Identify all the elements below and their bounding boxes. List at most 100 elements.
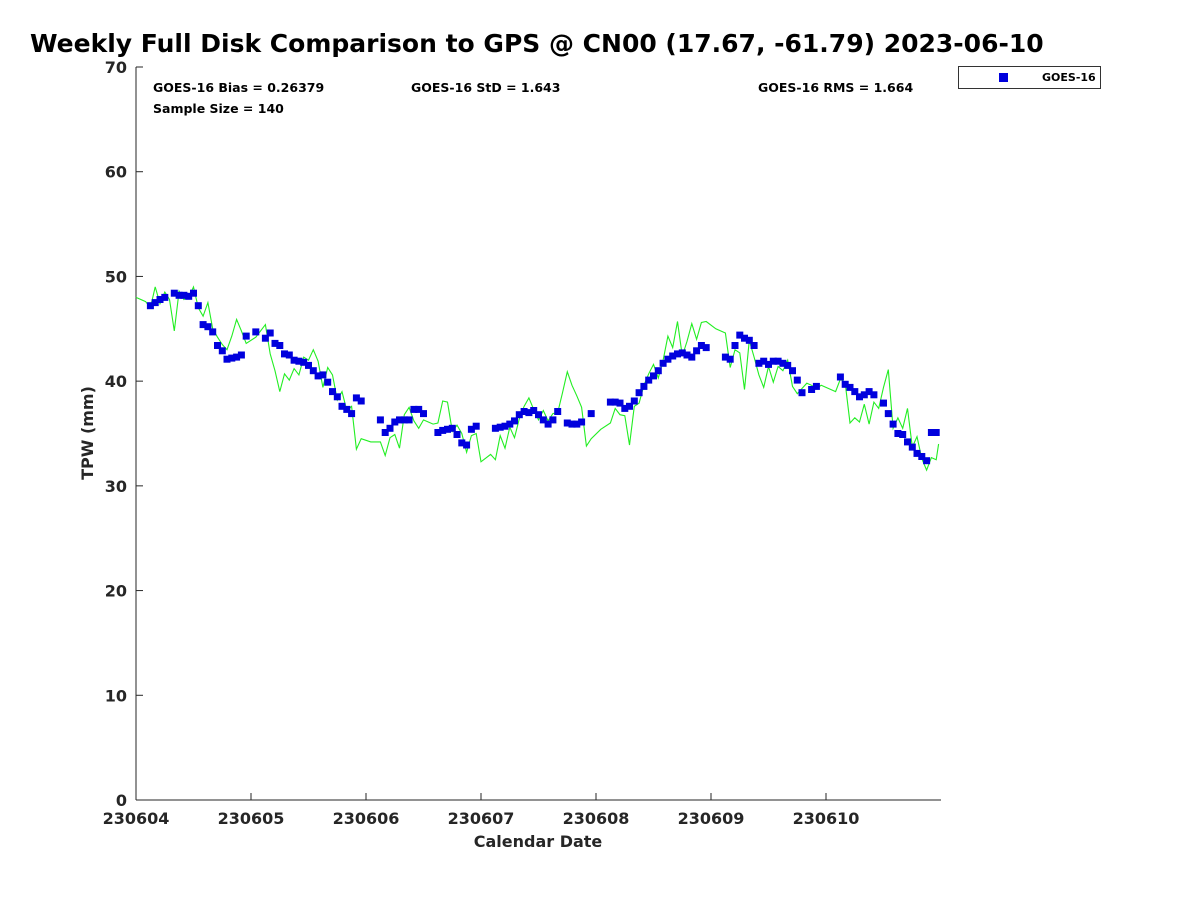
goes-data-point [587,410,595,418]
goes-data-point [674,350,681,358]
legend: GOES-16 [958,66,1101,89]
goes-data-point [515,411,523,419]
goes-data-point [927,429,935,436]
goes-data-point [621,404,629,412]
goes-data-point [281,350,288,358]
goes-data-point [755,359,763,367]
goes-data-point [381,429,389,436]
x-tick-label: 230605 [218,809,285,828]
goes-data-point [870,391,878,399]
goes-data-point [904,438,911,446]
goes-data-point [458,439,466,447]
goes-data-point [860,391,868,399]
goes-data-point [721,353,729,361]
goes-data-point [448,424,456,432]
goes-data-point [357,397,365,405]
goes-data-point [549,416,557,424]
y-tick-label: 50 [105,267,127,286]
goes-data-point [386,424,394,432]
goes-data-point [918,453,926,460]
goes-data-point [841,380,849,388]
goes-data-point [913,449,921,457]
y-axis-label: TPW (mm) [78,386,97,480]
goes-data-point [204,323,212,331]
goes-data-point [472,422,480,430]
goes-data-point [348,410,356,418]
goes-data-point [352,394,360,402]
goes-data-point [520,408,528,415]
goes-data-point [880,399,887,407]
y-tick-label: 70 [105,58,127,77]
goes-data-point [175,291,183,299]
goes-data-point [908,443,916,451]
goes-data-point [688,353,696,361]
goes-data-point [295,357,303,365]
goes-data-point [846,383,854,391]
goes-data-point [501,422,509,430]
std-stat: GOES-16 StD = 1.643 [411,80,561,95]
goes-data-point [851,388,859,396]
goes-data-point [467,425,475,433]
goes-data-point [214,342,221,349]
goes-data-point [606,398,614,406]
goes-data-point [664,355,672,363]
goes-data-point [266,329,274,337]
x-axis-label: Calendar Date [474,832,603,851]
goes-data-point [640,382,648,390]
x-tick-label: 230606 [333,809,400,828]
goes-data-point [554,408,562,415]
goes-data-point [856,393,863,401]
y-tick-label: 60 [105,163,127,182]
goes-marker-layer [146,289,940,465]
goes-data-point [400,416,408,424]
goes-data-point [410,405,418,413]
goes-data-point [180,291,188,299]
goes-data-point [693,347,701,355]
legend-marker [999,73,1008,82]
goes-data-point [654,367,662,375]
goes-data-point [506,420,514,428]
goes-data-point [865,388,873,396]
goes-data-point [544,420,552,428]
goes-data-point [185,292,193,300]
rms-stat: GOES-16 RMS = 1.664 [758,80,914,95]
y-tick-label: 20 [105,582,127,601]
goes-data-point [635,389,643,397]
goes-data-point [793,376,801,384]
goes-data-point [630,397,638,405]
goes-data-point [659,359,667,367]
goes-data-point [697,342,705,349]
goes-data-point [616,399,624,407]
x-tick-label: 230609 [678,809,745,828]
goes-data-point [290,356,298,364]
chart-title: Weekly Full Disk Comparison to GPS @ CN0… [30,29,1044,58]
goes-data-point [535,411,542,419]
goes-data-point [271,339,279,347]
goes-data-point [329,388,336,396]
goes-data-point [784,361,792,369]
goes-data-point [434,429,442,436]
goes-data-point [309,367,317,375]
goes-data-point [884,410,892,418]
goes-data-point [209,328,217,336]
goes-data-point [741,334,748,342]
goes-data-point [237,351,245,359]
goes-data-point [156,296,164,303]
goes-data-point [894,430,902,437]
y-tick-label: 10 [105,686,127,705]
goes-data-point [798,389,806,397]
goes-data-point [702,344,710,352]
goes-data-point [525,409,533,417]
goes-data-point [444,425,451,433]
goes-data-point [376,416,384,424]
goes-data-point [319,371,327,379]
goes-data-point [218,347,226,355]
goes-data-point [779,359,787,367]
goes-data-point [300,358,308,366]
goes-data-point [199,321,207,329]
y-tick-label: 30 [105,477,127,496]
goes-data-point [151,299,159,307]
goes-data-point [611,398,619,406]
goes-data-point [242,332,250,340]
goes-data-point [343,405,351,413]
